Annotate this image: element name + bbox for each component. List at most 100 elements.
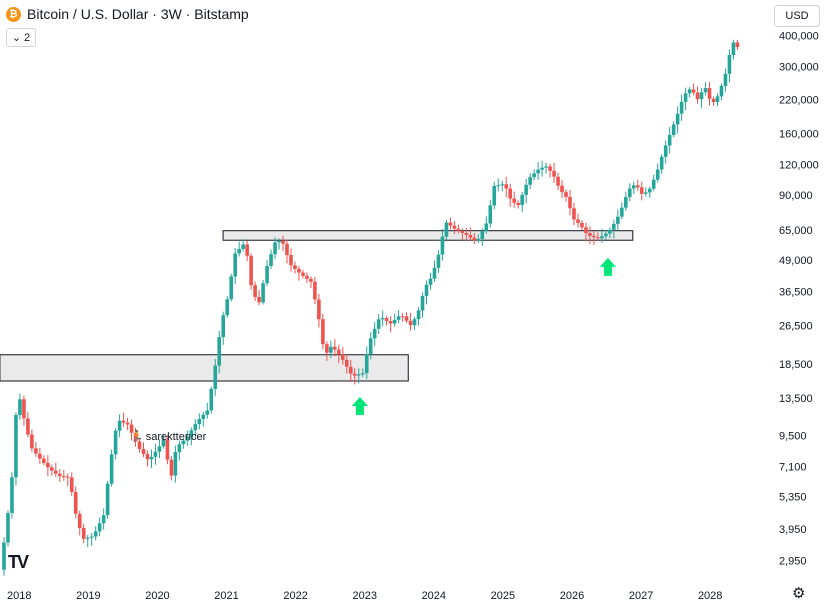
indicator-level-toggle[interactable]: ⌄ 2 [6,28,36,47]
candle-body [61,476,66,478]
candle-body [468,234,473,238]
candle-body [556,176,560,186]
y-tick-label: 2,950 [779,555,807,567]
candle-body [105,483,110,516]
candle-body [344,359,349,367]
candle-body [372,328,377,339]
candle-body [301,272,305,276]
candle-body [679,101,684,114]
candle-body [584,227,588,234]
candle-body [659,156,664,170]
candle-body [34,448,38,454]
candle-body [360,373,365,375]
candle-body [129,424,134,433]
candle-body [201,414,206,420]
candle-body [711,98,716,102]
candle-body [42,458,46,463]
x-tick-label: 2028 [698,590,722,602]
runner-icon: 🏃 [130,431,144,443]
candle-body [643,192,648,194]
candle-body [572,208,576,220]
candle-body [213,365,218,389]
candle-body [380,318,385,320]
candle-body [536,169,540,174]
candle-body [325,344,329,353]
candles [2,39,740,576]
candle-body [261,283,265,303]
y-tick-label: 9,500 [779,430,807,442]
candle-body [161,439,166,447]
candle-body [133,432,138,442]
candle-body [496,185,501,187]
candle-body [512,198,517,203]
candle-body [544,166,548,168]
candle-body [508,188,513,199]
candle-body [341,354,345,360]
candle-body [404,316,409,321]
candle-body [2,542,6,570]
gear-icon[interactable]: ⚙ [792,585,806,602]
candle-body [448,222,453,226]
candle-body [540,167,544,170]
tradingview-logo-icon[interactable]: TV [8,552,29,572]
currency-selector[interactable]: USD [774,5,820,27]
candle-body [608,229,612,234]
candle-body [81,528,86,539]
candle-body [524,184,528,195]
candle-body [464,232,469,235]
candle-body [695,92,700,100]
candle-body [647,188,652,193]
candle-body [604,233,608,237]
candle-body [121,420,126,423]
candle-body [289,255,293,266]
candle-body [245,244,249,256]
candle-body [452,225,457,229]
candle-body [18,399,22,416]
green-up-arrow-icon [599,257,616,276]
signal-arrows [351,257,616,416]
candle-body [117,420,122,431]
candle-body [472,237,477,241]
candle-body [484,223,489,232]
candle-body [209,388,214,411]
support-zone [222,230,634,241]
candle-body [635,185,640,188]
y-tick-label: 90,000 [779,190,813,202]
candle-body [181,440,186,445]
candle-body [57,473,62,477]
candle-body [703,88,708,93]
candle-body [671,124,676,136]
candle-body [600,236,604,239]
x-tick-label: 2023 [352,590,376,602]
level-value: 2 [24,31,31,44]
x-tick-label: 2024 [422,590,446,602]
candle-body [368,338,373,355]
candle-body [552,170,556,177]
candle-body [596,237,600,239]
candle-body [229,276,233,300]
y-tick-label: 5,350 [779,492,807,504]
candle-body [113,430,118,455]
candle-body [624,197,628,208]
candle-body [396,316,401,320]
candle-body [89,536,94,538]
candle-body [153,451,158,457]
candle-body [22,399,26,419]
candle-body [691,89,696,93]
candle-body [612,223,616,230]
candle-body [432,267,437,279]
candle-body [631,185,636,189]
x-tick-label: 2022 [283,590,307,602]
chevron-down-icon: ⌄ [11,32,22,44]
candle-body [189,430,194,437]
y-tick-label: 220,000 [779,95,819,107]
y-tick-label: 36,500 [779,287,813,299]
candle-body [384,318,389,322]
candle-body [14,415,18,478]
candle-body [321,319,325,345]
candle-body [269,254,273,267]
candle-body [54,470,58,474]
candle-body [101,515,106,524]
candle-body [233,253,237,277]
